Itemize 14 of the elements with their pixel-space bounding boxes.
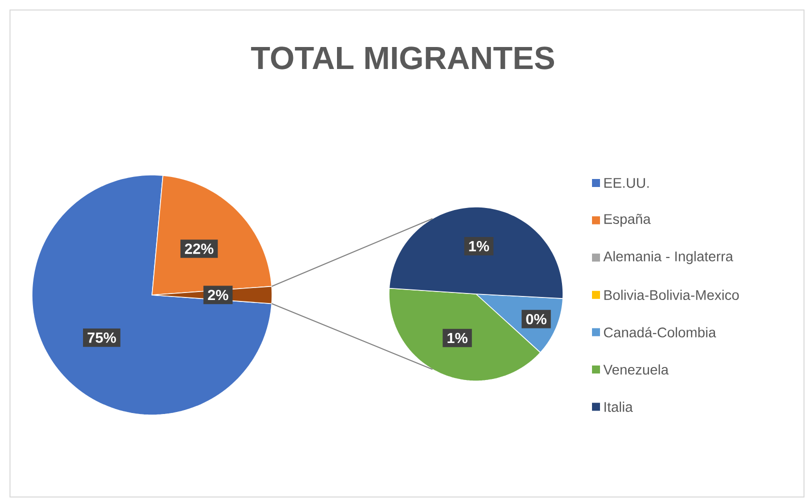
legend-label: Canadá-Colombia: [604, 326, 716, 338]
data-label: 1%: [469, 241, 490, 252]
data-label: 75%: [88, 332, 116, 343]
chart-title: TOTAL MIGRANTES: [251, 46, 554, 70]
legend-label: Bolivia-Bolivia-Mexico: [604, 290, 739, 300]
data-label: 2%: [208, 290, 228, 300]
legend-label: España: [604, 214, 651, 227]
data-label: 1%: [448, 332, 468, 344]
legend-label: EE.UU.: [604, 178, 649, 188]
data-label: 0%: [526, 314, 546, 324]
data-label: 22%: [184, 244, 214, 254]
legend-label: Venezuela: [603, 364, 669, 375]
legend-label: Alemania - Inglaterra: [603, 251, 734, 264]
legend-label: Italia: [604, 402, 633, 412]
